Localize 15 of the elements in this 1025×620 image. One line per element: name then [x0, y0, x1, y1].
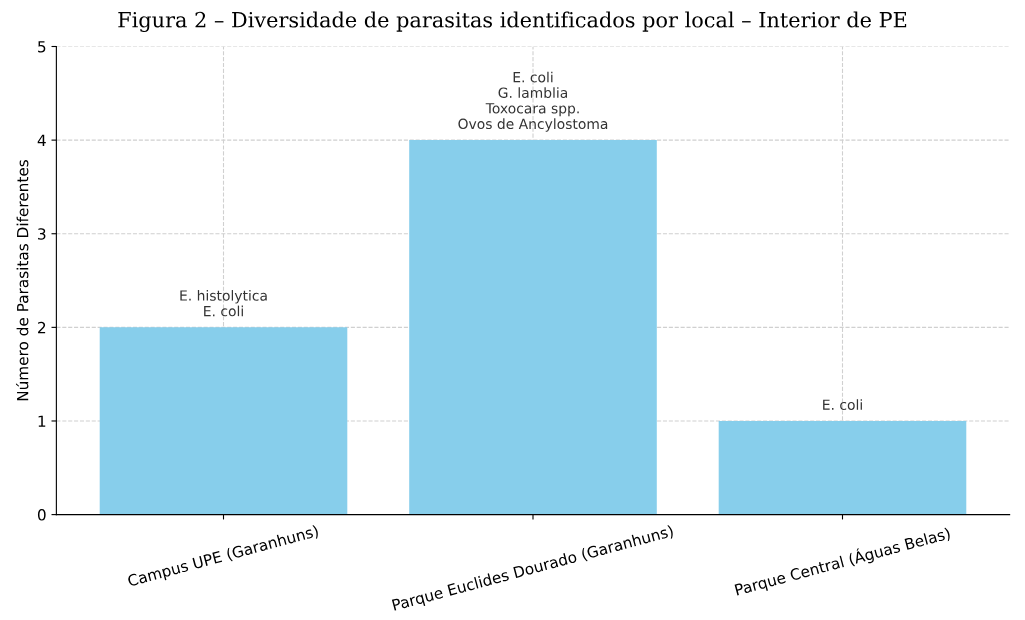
y-tick-label: 3 — [38, 228, 46, 240]
chart-title: Figura 2 – Diversidade de parasitas identificados por local – Interior de PE — [118, 11, 907, 32]
y-tick-label: 0 — [37, 509, 46, 521]
bar — [718, 420, 967, 515]
y-tick-label: 5 — [38, 41, 46, 53]
bar — [99, 327, 348, 515]
annotation: E. coli — [823, 399, 862, 410]
y-tick-label: 2 — [38, 321, 46, 334]
y-axis-title: Número de Parasitas Diferentes — [15, 160, 29, 401]
y-tick-label: 4 — [37, 134, 46, 146]
annotation: E. histolytica E. coli — [180, 290, 267, 317]
x-tick-label: Parque Central (Águas Belas) — [733, 524, 952, 599]
bar — [409, 140, 657, 515]
annotation: E. coli G. lamblia Toxocara spp. Ovos de Ancylostoma — [458, 71, 608, 132]
y-tick-label: 1 — [38, 415, 46, 427]
